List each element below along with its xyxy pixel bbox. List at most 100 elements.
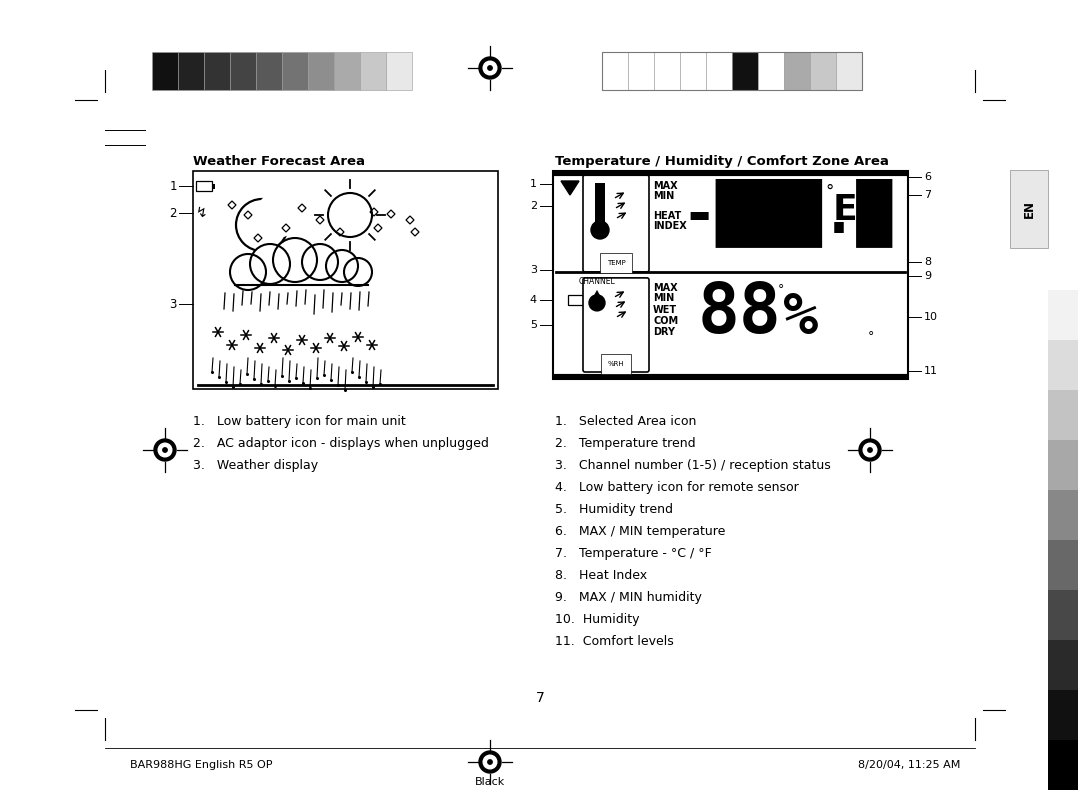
Bar (334, 52, 360, 90)
Circle shape (863, 443, 877, 457)
Text: °: ° (868, 330, 875, 343)
Text: 1.   Selected Area icon: 1. Selected Area icon (555, 415, 697, 428)
Text: MIN: MIN (653, 191, 674, 201)
Circle shape (480, 57, 501, 79)
Text: 3: 3 (170, 298, 177, 311)
Text: 11: 11 (924, 366, 939, 376)
Text: Black: Black (475, 777, 505, 787)
Text: 4: 4 (530, 294, 537, 305)
Text: 3.   Channel number (1-5) / reception status: 3. Channel number (1-5) / reception stat… (555, 459, 831, 472)
Text: DRY: DRY (653, 327, 675, 337)
Circle shape (488, 760, 492, 765)
Bar (1048, 390, 1078, 440)
Bar (1048, 740, 1078, 790)
Text: CHANNEL: CHANNEL (579, 277, 616, 286)
Bar (308, 52, 334, 90)
Polygon shape (561, 181, 579, 195)
Bar (836, 52, 862, 90)
Text: %: % (783, 289, 819, 346)
Text: 9.   MAX / MIN humidity: 9. MAX / MIN humidity (555, 591, 702, 604)
Text: °: ° (778, 283, 784, 296)
Text: 2: 2 (170, 206, 177, 219)
Circle shape (859, 439, 881, 461)
Bar (1048, 640, 1078, 690)
Bar (195, 181, 212, 191)
Text: COM: COM (653, 316, 678, 326)
FancyBboxPatch shape (583, 175, 649, 272)
Polygon shape (592, 290, 602, 299)
Circle shape (480, 751, 501, 773)
Text: 3: 3 (530, 265, 537, 275)
Text: TEMP: TEMP (607, 260, 625, 266)
Text: 7: 7 (924, 190, 931, 200)
Text: 6.   MAX / MIN temperature: 6. MAX / MIN temperature (555, 525, 726, 538)
Bar (212, 184, 215, 188)
Bar (1048, 540, 1078, 590)
Circle shape (158, 443, 172, 457)
Bar (706, 52, 732, 90)
Text: 1: 1 (530, 179, 537, 189)
Text: 88: 88 (698, 280, 782, 347)
FancyBboxPatch shape (583, 277, 649, 372)
Bar (360, 52, 386, 90)
Text: 11.  Comfort levels: 11. Comfort levels (555, 635, 674, 648)
Text: MAX: MAX (653, 181, 677, 191)
Bar (586, 298, 589, 303)
Bar (1048, 590, 1078, 640)
Bar (627, 52, 654, 90)
Text: 2: 2 (530, 201, 537, 211)
Text: MAX: MAX (653, 283, 677, 293)
Text: 8: 8 (924, 257, 931, 267)
Text: 7: 7 (536, 691, 544, 705)
Text: 1.   Low battery icon for main unit: 1. Low battery icon for main unit (193, 415, 406, 428)
Text: 10: 10 (924, 312, 939, 322)
Bar (732, 52, 758, 90)
Text: -███.█: -███.█ (681, 178, 892, 247)
Circle shape (591, 221, 609, 239)
Bar (1048, 290, 1078, 340)
Text: HEAT: HEAT (653, 211, 681, 221)
Bar (1048, 340, 1078, 390)
Bar (553, 171, 908, 379)
Circle shape (231, 255, 265, 289)
Bar (204, 52, 230, 90)
Text: 2.   Temperature trend: 2. Temperature trend (555, 437, 696, 450)
Text: ↯: ↯ (195, 206, 207, 220)
Text: 5.   Humidity trend: 5. Humidity trend (555, 503, 673, 516)
Text: °: ° (825, 183, 834, 201)
Bar (178, 52, 204, 90)
Bar (784, 52, 810, 90)
Circle shape (274, 239, 316, 281)
Text: EN: EN (1023, 200, 1036, 218)
Text: 8.   Heat Index: 8. Heat Index (555, 569, 647, 582)
Bar (152, 52, 178, 90)
Circle shape (303, 245, 337, 279)
Bar (1048, 490, 1078, 540)
Bar (654, 52, 680, 90)
Text: E: E (833, 193, 858, 227)
Bar (256, 52, 282, 90)
Text: %RH: %RH (608, 361, 624, 367)
Bar (1010, 170, 1048, 248)
Circle shape (483, 755, 497, 769)
Bar (386, 52, 411, 90)
Circle shape (154, 439, 176, 461)
Text: 10.  Humidity: 10. Humidity (555, 613, 639, 626)
Text: 9: 9 (924, 271, 931, 281)
Circle shape (163, 448, 167, 452)
Text: 5: 5 (530, 320, 537, 330)
Text: 3.   Weather display: 3. Weather display (193, 459, 319, 472)
Circle shape (327, 251, 357, 281)
Bar (1048, 690, 1078, 740)
Bar (758, 52, 784, 90)
Circle shape (345, 259, 372, 285)
Text: 1: 1 (170, 180, 177, 193)
Text: 6: 6 (924, 172, 931, 182)
Bar (810, 52, 836, 90)
Text: MIN: MIN (653, 293, 674, 303)
Text: 7: 7 (486, 760, 494, 770)
Bar (680, 52, 706, 90)
Text: 2.   AC adaptor icon - displays when unplugged: 2. AC adaptor icon - displays when unplu… (193, 437, 489, 450)
Bar (595, 183, 605, 223)
Circle shape (589, 294, 605, 311)
